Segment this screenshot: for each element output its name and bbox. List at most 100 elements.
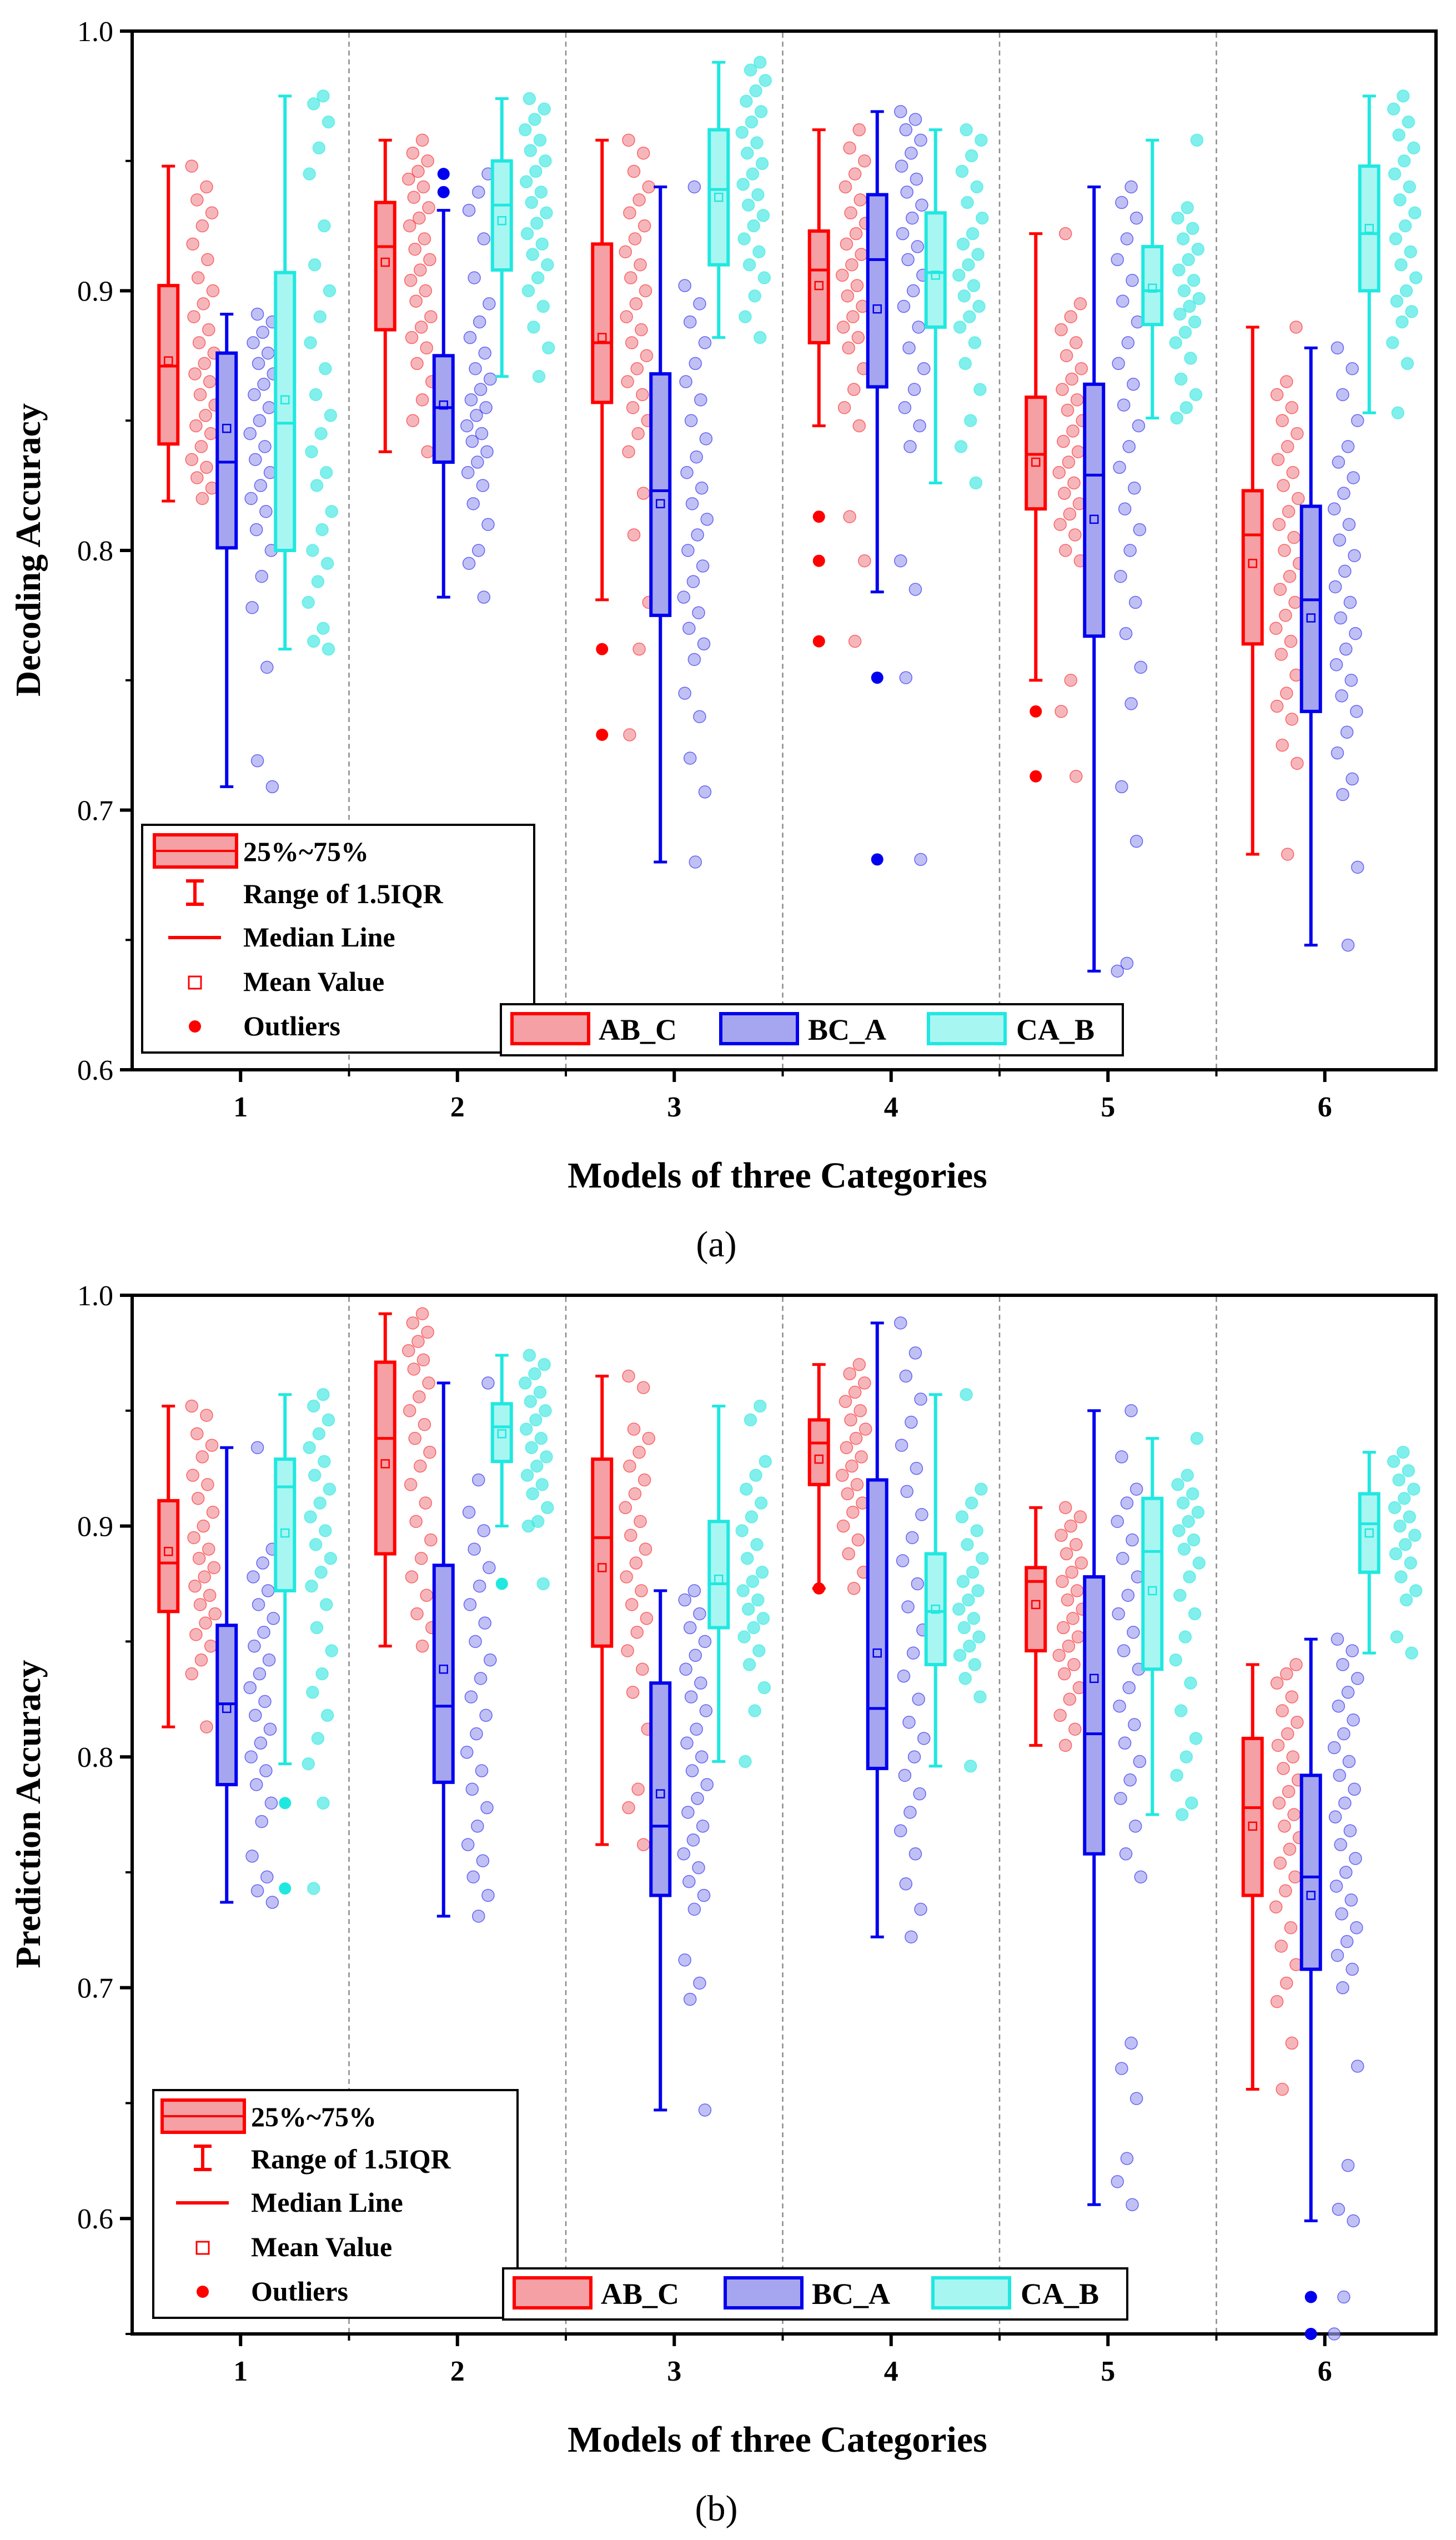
data-point xyxy=(195,1450,209,1464)
data-point xyxy=(739,310,752,323)
data-point xyxy=(1394,1570,1408,1584)
data-point xyxy=(258,1695,272,1709)
data-point xyxy=(265,1896,279,1909)
data-point xyxy=(249,523,263,537)
data-point xyxy=(1269,622,1283,635)
panel-a-label: (a) xyxy=(696,1224,736,1265)
data-point xyxy=(1284,1921,1298,1935)
x-tick-label: 4 xyxy=(884,1091,898,1123)
legend-whisker-symbol xyxy=(194,2145,212,2171)
data-point xyxy=(521,1519,535,1533)
data-point xyxy=(1332,2202,1345,2216)
data-point xyxy=(306,544,319,557)
data-point xyxy=(696,1820,710,1833)
data-point xyxy=(1111,1515,1124,1528)
data-point xyxy=(474,383,488,396)
iqr-box xyxy=(274,1457,297,1592)
data-point xyxy=(742,1658,756,1671)
iqr-box xyxy=(591,242,614,404)
data-point xyxy=(1345,362,1359,375)
data-point xyxy=(465,434,479,448)
data-point xyxy=(1399,284,1413,298)
panel-b-box-legend: 25%~75% Range of 1.5IQR Median Line Mean… xyxy=(152,2089,519,2319)
data-point xyxy=(908,113,922,126)
panel-a-y-axis-title: Decoding Accuracy xyxy=(8,403,48,697)
data-point xyxy=(313,1496,327,1510)
mean-marker xyxy=(280,395,290,405)
data-point xyxy=(198,357,211,370)
data-point xyxy=(1188,1607,1202,1621)
data-point xyxy=(472,1473,485,1487)
data-point xyxy=(681,1806,695,1819)
data-point xyxy=(322,115,335,129)
data-point xyxy=(421,154,434,168)
data-point xyxy=(253,414,267,427)
data-point xyxy=(1339,1866,1353,1879)
data-point xyxy=(736,178,750,191)
data-point xyxy=(195,492,209,505)
iqr-box xyxy=(1241,1736,1264,1897)
data-point xyxy=(538,102,551,116)
data-point xyxy=(421,1325,434,1339)
data-point xyxy=(694,1676,707,1690)
data-point xyxy=(625,336,639,349)
data-point xyxy=(1064,674,1077,687)
data-point xyxy=(464,393,478,407)
outlier-point xyxy=(871,672,883,684)
data-point xyxy=(411,164,425,178)
data-point xyxy=(1285,1690,1299,1704)
data-point xyxy=(1116,294,1129,308)
data-point xyxy=(1128,595,1142,609)
data-point xyxy=(635,323,648,337)
data-point xyxy=(1113,1699,1126,1713)
data-point xyxy=(520,1469,534,1482)
data-point xyxy=(1333,533,1347,547)
data-point xyxy=(970,1524,983,1537)
iqr-box xyxy=(215,351,238,550)
data-point xyxy=(1183,299,1196,313)
data-point xyxy=(466,497,480,510)
data-point xyxy=(1115,1450,1128,1464)
data-point xyxy=(1280,1976,1293,1990)
data-point xyxy=(318,1455,331,1468)
data-point xyxy=(690,1722,703,1736)
data-point xyxy=(1179,401,1193,414)
data-point xyxy=(1183,1570,1196,1584)
data-point xyxy=(419,284,433,298)
data-point xyxy=(1132,419,1146,433)
data-point xyxy=(843,141,856,155)
data-point xyxy=(1122,440,1136,453)
data-point xyxy=(478,346,491,360)
data-point xyxy=(836,320,850,334)
data-point xyxy=(1270,1995,1284,2008)
data-point xyxy=(1062,455,1076,469)
data-point xyxy=(322,1413,335,1427)
data-point xyxy=(689,1649,702,1662)
data-point xyxy=(1397,1445,1410,1459)
legend-mean-symbol xyxy=(195,2241,210,2255)
data-point xyxy=(1171,211,1184,225)
data-point xyxy=(468,271,481,284)
data-point xyxy=(314,427,328,440)
data-point xyxy=(481,1376,495,1390)
data-point xyxy=(622,1801,635,1815)
data-point xyxy=(1350,705,1363,718)
data-point xyxy=(740,94,753,108)
data-point xyxy=(319,362,332,375)
data-point xyxy=(622,445,635,459)
outlier-point xyxy=(871,853,883,866)
data-point xyxy=(192,1551,206,1565)
data-point xyxy=(1277,1762,1290,1775)
data-point xyxy=(409,1515,423,1528)
data-point xyxy=(527,320,540,334)
data-point xyxy=(852,419,866,433)
data-point xyxy=(189,419,203,433)
data-point xyxy=(620,1570,633,1584)
mean-marker xyxy=(872,304,882,314)
data-point xyxy=(1329,1880,1343,1893)
data-point xyxy=(850,279,864,292)
data-point xyxy=(1393,193,1407,207)
data-point xyxy=(535,237,549,251)
data-point xyxy=(907,1750,921,1764)
data-point xyxy=(469,1635,482,1649)
